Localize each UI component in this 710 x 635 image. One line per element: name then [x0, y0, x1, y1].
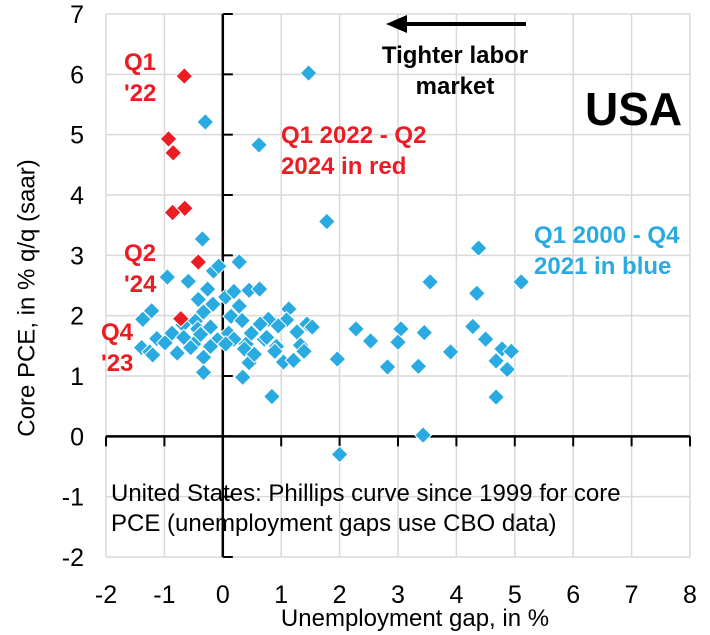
country-label: USA — [585, 83, 683, 135]
svg-text:4: 4 — [70, 182, 84, 210]
svg-text:1: 1 — [70, 363, 84, 391]
chart-caption: United States: Phillips curve since 1999… — [111, 480, 621, 537]
svg-text:2: 2 — [333, 581, 347, 609]
svg-text:6: 6 — [70, 61, 84, 89]
label-q2-2024: Q2 '24 — [124, 240, 157, 298]
svg-text:1: 1 — [274, 581, 288, 609]
red-series-legend: Q1 2022 - Q2 2024 in red — [281, 122, 427, 180]
svg-text:7: 7 — [70, 1, 84, 29]
tighter-labor-label: Tighter labor market — [381, 42, 529, 100]
svg-text:3: 3 — [391, 581, 405, 609]
x-axis — [105, 435, 691, 447]
svg-text:0: 0 — [70, 423, 84, 451]
x-axis-title: Unemployment gap, in % — [280, 605, 550, 632]
svg-text:3: 3 — [70, 242, 84, 270]
svg-text:-2: -2 — [95, 581, 117, 609]
svg-text:5: 5 — [70, 122, 84, 150]
left-arrowhead-icon — [386, 15, 407, 33]
label-q1-2022: Q1 '22 — [124, 49, 157, 107]
scatter-series-red — [159, 67, 208, 328]
svg-text:2: 2 — [70, 303, 84, 331]
x-tick-labels: -2 -1 0 1 2 3 4 5 6 7 8 — [95, 581, 697, 609]
svg-text:-2: -2 — [62, 544, 84, 572]
scatter-series-blue — [132, 64, 530, 464]
svg-text:4: 4 — [449, 581, 463, 609]
svg-text:-1: -1 — [62, 484, 84, 512]
svg-text:-1: -1 — [153, 581, 175, 609]
y-axis-title: Core PCE, in % q/q (saar) — [13, 159, 41, 437]
y-tick-labels: -2 -1 0 1 2 3 4 5 6 7 — [62, 1, 84, 572]
svg-text:6: 6 — [566, 581, 580, 609]
arrow-shaft — [407, 22, 526, 26]
svg-text:8: 8 — [683, 581, 697, 609]
svg-text:0: 0 — [216, 581, 230, 609]
tighter-labor-arrow — [386, 15, 526, 33]
blue-series-legend: Q1 2000 - Q4 2021 in blue — [534, 222, 680, 280]
svg-text:7: 7 — [625, 581, 639, 609]
svg-text:5: 5 — [508, 581, 522, 609]
label-q4-2023: Q4 '23 — [101, 319, 134, 377]
